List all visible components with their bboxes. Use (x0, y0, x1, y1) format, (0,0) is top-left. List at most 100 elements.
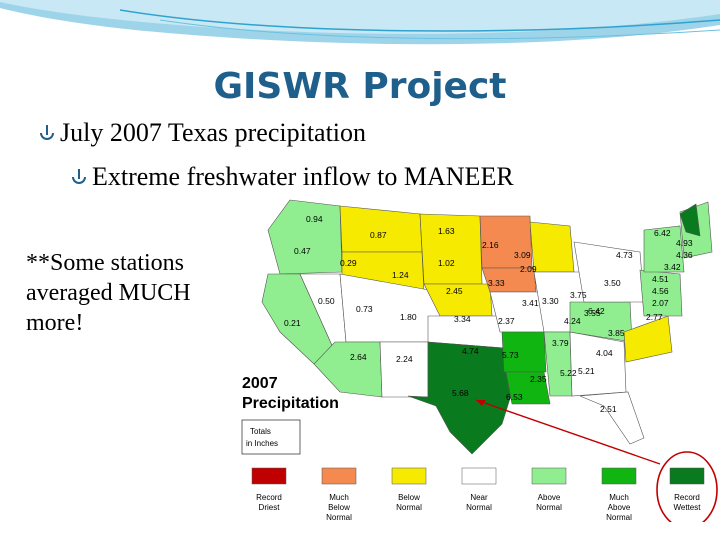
value-label: 3.41 (522, 298, 539, 308)
value-label: 4.73 (616, 250, 633, 260)
map-regions (261, 199, 713, 455)
value-label: 1.63 (438, 226, 455, 236)
totals-box (241, 419, 301, 455)
value-label: 0.87 (370, 230, 387, 240)
legend-label: Wettest (674, 503, 702, 512)
value-label: 3.30 (542, 296, 559, 306)
legend-swatch-below (391, 467, 427, 485)
legend-swatch-record-driest (251, 467, 287, 485)
slide-title: GISWR Project (213, 66, 507, 107)
bullet-text-1: July 2007 Texas precipitation (60, 118, 367, 147)
region-carolinas (623, 315, 673, 363)
bullet-icon (72, 169, 86, 184)
region-new-york (643, 225, 685, 273)
legend-label: Below (398, 493, 420, 502)
value-label: 3.50 (604, 278, 621, 288)
totals-line-1: Totals (250, 427, 271, 436)
precipitation-map: 0.94 0.47 0.21 0.87 0.29 0.50 0.73 2.64 … (241, 199, 718, 522)
legend-label: Record (674, 493, 700, 502)
value-label: 3.33 (488, 278, 505, 288)
map-heading-year: 2007 (242, 375, 278, 392)
value-label: 0.94 (306, 214, 323, 224)
value-label: 4.24 (564, 316, 581, 326)
value-label: 2.77 (646, 312, 663, 322)
bullet-text-2: Extreme freshwater inflow to MANEER (92, 162, 514, 191)
stations-note: **Some stations averaged MUCH more! (26, 250, 191, 336)
bullet-freshwater-inflow: Extreme freshwater inflow to MANEER (70, 162, 514, 192)
value-label: 0.47 (294, 246, 311, 256)
value-label: 5.73 (502, 350, 519, 360)
value-label: 4.36 (676, 250, 693, 260)
value-label: 0.50 (318, 296, 335, 306)
legend-swatch-much-below (321, 467, 357, 485)
value-label: 6.42 (654, 228, 671, 238)
legend-swatch-record-wettest (669, 467, 705, 485)
legend-label: Normal (536, 503, 562, 512)
bullet-icon (40, 125, 54, 140)
value-label: 3.85 (608, 328, 625, 338)
region-northwest (267, 199, 343, 275)
value-label: 3.42 (664, 262, 681, 272)
value-label: 6.42 (588, 306, 605, 316)
value-label: 1.02 (438, 258, 455, 268)
legend-label: Above (608, 503, 631, 512)
legend-label: Much (609, 493, 629, 502)
value-label: 0.29 (340, 258, 357, 268)
value-label: 2.45 (446, 286, 463, 296)
legend-swatch-much-above (601, 467, 637, 485)
bullet-july-precipitation: July 2007 Texas precipitation (38, 118, 366, 148)
region-new-mexico (379, 341, 429, 398)
legend-label: Driest (259, 503, 281, 512)
map-heading-word: Precipitation (242, 395, 339, 412)
value-label: 1.24 (392, 270, 409, 280)
legend-label: Near (470, 493, 488, 502)
legend-swatch-near (461, 467, 497, 485)
region-arkansas (501, 331, 547, 373)
value-label: 3.34 (454, 314, 471, 324)
region-florida (579, 391, 645, 445)
value-label: 4.74 (462, 346, 479, 356)
value-label: 4.04 (596, 348, 613, 358)
region-alabama-georgia (569, 331, 627, 397)
legend: Record Driest Much Below Normal Below No… (251, 467, 705, 522)
annotation-arrow (475, 399, 661, 465)
region-maine (679, 203, 701, 237)
annotation-arrowhead (476, 400, 486, 406)
region-louisiana (505, 371, 551, 405)
value-label: 3.55 (584, 308, 601, 318)
value-label: 2.09 (520, 264, 537, 274)
value-label: 0.73 (356, 304, 373, 314)
legend-label: Normal (326, 513, 352, 522)
value-label: 4.93 (676, 238, 693, 248)
region-montana (339, 205, 423, 253)
region-arizona (313, 341, 383, 398)
legend-label: Record (256, 493, 282, 502)
annotation-circle (656, 451, 718, 522)
value-label: 3.09 (514, 250, 531, 260)
totals-line-2: in Inches (246, 439, 278, 448)
value-label: 5.22 (560, 368, 577, 378)
legend-label: Normal (606, 513, 632, 522)
value-label: 2.16 (482, 240, 499, 250)
value-label: 2.24 (396, 354, 413, 364)
value-label: 1.80 (400, 312, 417, 322)
value-label: 3.75 (570, 290, 587, 300)
region-pennsylvania-virginia (639, 269, 683, 317)
value-label: 2.51 (600, 404, 617, 414)
legend-label: Normal (396, 503, 422, 512)
value-label: 6.53 (506, 392, 523, 402)
value-label: 4.56 (652, 286, 669, 296)
value-label: 2.37 (498, 316, 515, 326)
legend-swatch-above (531, 467, 567, 485)
legend-label: Below (328, 503, 350, 512)
value-label: 3.79 (552, 338, 569, 348)
value-label: 2.35 (530, 374, 547, 384)
value-label: 2.07 (652, 298, 669, 308)
legend-label: Normal (466, 503, 492, 512)
value-label: 0.21 (284, 318, 301, 328)
value-label: 4.51 (652, 274, 669, 284)
value-label: 5.68 (452, 388, 469, 398)
map-value-labels: 0.94 0.47 0.21 0.87 0.29 0.50 0.73 2.64 … (284, 214, 693, 414)
value-label: 5.21 (578, 366, 595, 376)
header-swoosh (0, 0, 720, 45)
